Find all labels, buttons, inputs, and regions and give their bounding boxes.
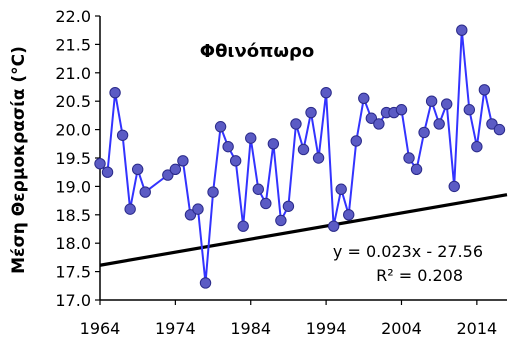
x-tick-label: 1974 xyxy=(155,319,196,338)
data-point xyxy=(131,163,144,176)
data-point xyxy=(199,277,212,289)
y-tick-label: 21.0 xyxy=(55,64,91,83)
data-point xyxy=(207,186,219,198)
data-point xyxy=(214,121,227,133)
data-point xyxy=(395,104,408,116)
y-axis-title: Μέση Θερμοκρασία (°C) xyxy=(9,46,29,274)
data-point xyxy=(94,157,106,170)
data-point xyxy=(177,155,189,167)
x-tick-label: 1994 xyxy=(306,319,347,338)
data-point xyxy=(101,166,114,178)
data-point xyxy=(486,118,498,130)
data-point xyxy=(305,106,317,119)
y-tick-label: 18.5 xyxy=(55,206,91,225)
x-tick-label: 2004 xyxy=(381,319,422,338)
data-point xyxy=(425,95,438,107)
data-point xyxy=(297,143,310,156)
data-point xyxy=(184,209,197,221)
chart-title: Φθινόπωρο xyxy=(200,41,314,62)
data-point xyxy=(350,135,362,147)
data-point xyxy=(441,98,453,110)
data-point xyxy=(403,152,415,164)
data-point xyxy=(320,86,332,99)
x-tick-label: 1984 xyxy=(230,319,271,338)
data-point xyxy=(418,126,430,139)
y-tick-label: 17.5 xyxy=(55,263,91,282)
data-point xyxy=(456,24,468,36)
data-point xyxy=(290,118,302,130)
data-point xyxy=(478,84,491,96)
data-point xyxy=(433,118,445,130)
trendline-r-squared: R² = 0.208 xyxy=(376,266,463,285)
data-point xyxy=(312,152,325,164)
data-point xyxy=(192,203,204,215)
data-point xyxy=(116,129,129,141)
x-ticks: 1964 1974 1984 1994 2004 2014 xyxy=(80,300,497,338)
y-tick-label: 20.5 xyxy=(55,92,91,111)
y-tick-label: 22.0 xyxy=(55,7,91,26)
data-point xyxy=(448,180,460,193)
y-ticks: 17.0 17.5 18.0 18.5 19.0 19.5 20.0 20.5 21.0 21.5… xyxy=(55,7,100,310)
data-point xyxy=(282,200,295,212)
trend-layer xyxy=(99,193,508,267)
data-point xyxy=(139,186,151,198)
trendline xyxy=(99,193,508,267)
data-point xyxy=(373,118,385,130)
points-layer xyxy=(94,24,506,289)
data-point xyxy=(327,220,340,232)
y-tick-label: 17.0 xyxy=(55,291,91,310)
data-point xyxy=(124,203,136,215)
data-point xyxy=(260,197,272,210)
data-point xyxy=(335,183,347,195)
data-point xyxy=(222,140,234,153)
x-tick-label: 2014 xyxy=(456,319,497,338)
x-tick-label: 1964 xyxy=(80,319,121,338)
data-point xyxy=(162,169,174,181)
data-point xyxy=(365,112,378,124)
data-point xyxy=(493,123,506,136)
data-point xyxy=(267,138,280,150)
data-point xyxy=(463,104,476,116)
y-tick-label: 21.5 xyxy=(55,35,91,54)
data-point xyxy=(343,209,355,221)
data-point xyxy=(237,220,249,232)
data-point xyxy=(275,214,287,227)
data-point xyxy=(252,183,264,195)
data-point xyxy=(410,163,423,176)
data-point xyxy=(245,132,257,144)
data-point xyxy=(109,86,121,99)
y-tick-label: 19.5 xyxy=(55,149,91,168)
y-tick-label: 19.0 xyxy=(55,177,91,196)
data-point xyxy=(169,163,182,176)
data-point xyxy=(358,92,370,105)
trendline-equation: y = 0.023x - 27.56 xyxy=(333,242,483,261)
data-point xyxy=(471,140,483,153)
y-tick-label: 18.0 xyxy=(55,234,91,253)
y-tick-label: 20.0 xyxy=(55,121,91,140)
data-point xyxy=(229,155,242,167)
